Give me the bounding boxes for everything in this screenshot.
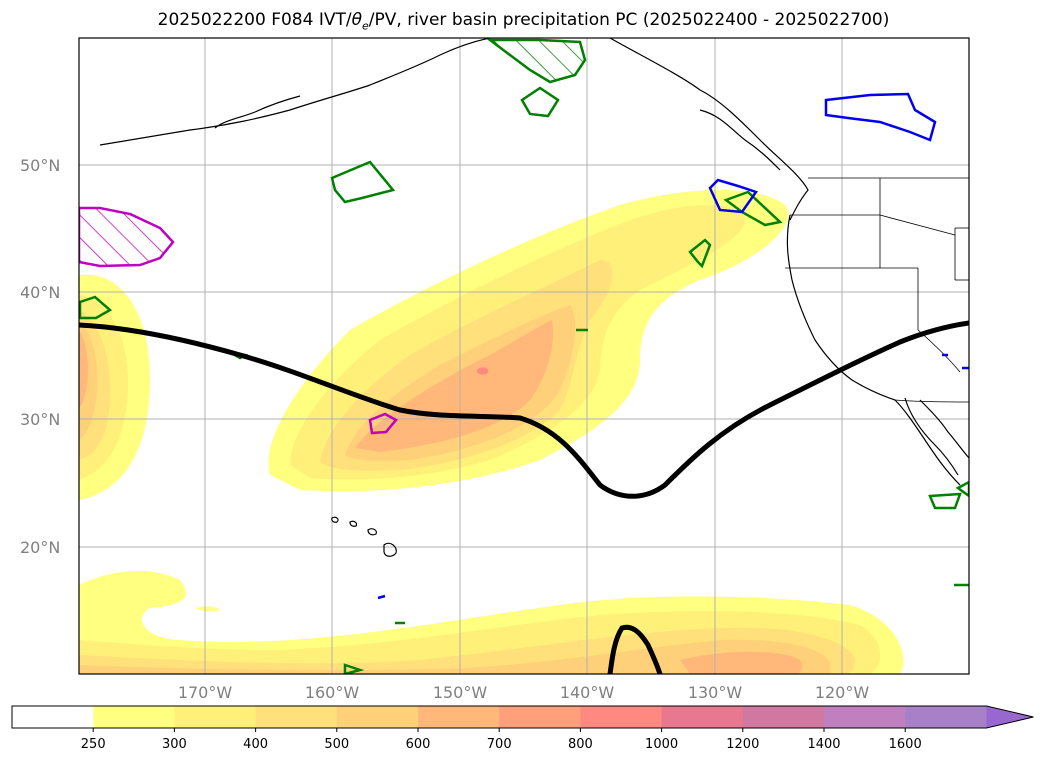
pv-contour-main: [79, 320, 969, 499]
colorbar-tick-label: 1400: [807, 737, 840, 752]
coastlines: [99, 38, 969, 557]
colorbar-segment: [12, 706, 94, 728]
blue-basin-pacific-nw: [708, 178, 758, 214]
lon-label-140w: 140°W: [560, 683, 615, 702]
map-title: 2025022200 F084 IVT/θe/PV, river basin p…: [157, 10, 890, 33]
hawaii-maui: [367, 528, 377, 536]
colorbar-segment: [255, 706, 338, 728]
lat-label-20n: 20°N: [20, 538, 60, 557]
colorbar-tick-label: 1600: [889, 737, 922, 752]
colorbar-tick-label: 1200: [726, 737, 759, 752]
colorbar-tick-label: 1000: [645, 737, 678, 752]
map-frame: [78, 37, 970, 675]
colorbar-outline: [11, 705, 1034, 729]
magenta-river-basins: [79, 206, 398, 435]
colorbar-tick-label: 300: [162, 737, 187, 752]
colorbar-segment: [661, 706, 744, 728]
ivt-south-600: [680, 651, 803, 674]
blue-speck-1: [377, 594, 386, 600]
ivt-small-patch: [196, 606, 220, 612]
longitude-labels: 170°W 160°W 150°W 140°W 130°W 120°W: [178, 683, 870, 702]
latitude-labels: 50°N 40°N 30°N 20°N: [20, 156, 60, 557]
colorbar-segment: [905, 706, 987, 728]
magenta-basin-central: [368, 412, 398, 435]
alaska-aleutian-coast: [99, 38, 491, 146]
colorbar-tick-label: 600: [406, 737, 431, 752]
hawaii-oahu: [349, 520, 358, 527]
lon-label-170w: 170°W: [178, 683, 233, 702]
blue-basin-bc: [824, 92, 937, 142]
british-columbia-coast: [699, 109, 781, 171]
green-river-basins: [79, 38, 969, 674]
colorbar-segment: [580, 706, 663, 728]
magenta-basin-west: [79, 206, 175, 268]
colorbar-segment: [742, 706, 825, 728]
gulf-of-california: [919, 399, 969, 459]
pv-contour: [79, 320, 969, 674]
colorbar-tick-label: 700: [487, 737, 512, 752]
lon-label-120w: 120°W: [815, 683, 870, 702]
lat-label-30n: 30°N: [20, 410, 60, 429]
baja-peninsula: [904, 397, 959, 476]
lat-label-40n: 40°N: [20, 283, 60, 302]
green-basin-south: [343, 663, 365, 674]
colorbar-tick-label: 250: [81, 737, 106, 752]
lat-label-50n: 50°N: [20, 156, 60, 175]
ivt-left-600: [79, 330, 88, 408]
colorbar-segment: [336, 706, 419, 728]
colorbar-tick-label: 800: [568, 737, 593, 752]
colorbar: [11, 705, 1034, 729]
lon-label-150w: 150°W: [433, 683, 488, 702]
ivt-south-500: [79, 639, 830, 674]
hawaii-kauai: [331, 516, 339, 523]
colorbar-segment: [824, 706, 906, 728]
green-basin-mexico: [928, 492, 962, 510]
blue-river-basins: [377, 92, 969, 600]
southeast-alaska-coast: [609, 38, 809, 221]
ivt-700-spot: [476, 367, 489, 375]
pv-contour-south: [607, 624, 663, 674]
green-basin-aleutian: [330, 160, 396, 204]
colorbar-tick-label: 400: [243, 737, 268, 752]
green-basin-alaska-small: [520, 86, 560, 118]
alaska-island-chain: [214, 95, 301, 129]
lon-label-160w: 160°W: [305, 683, 360, 702]
green-basin-pacific-nw: [688, 238, 712, 269]
green-basin-alaska: [486, 38, 587, 84]
colorbar-segment: [93, 706, 175, 728]
us-west-coast: [786, 214, 961, 486]
green-basin-west: [79, 295, 113, 320]
colorbar-segment: [499, 706, 581, 728]
green-basin-bc: [723, 190, 783, 227]
colorbar-ticks: 250 300 400 500 600 700 800 1000 1200 1400 1600: [81, 728, 922, 752]
colorbar-segment: [174, 706, 257, 728]
green-basin-mexico-2: [955, 480, 969, 498]
colorbar-segment: [418, 706, 500, 728]
colorbar-tick-label: 500: [324, 737, 349, 752]
colorbar-extension: [986, 706, 1034, 728]
lon-label-130w: 130°W: [688, 683, 743, 702]
hawaii-big-island: [383, 542, 397, 557]
